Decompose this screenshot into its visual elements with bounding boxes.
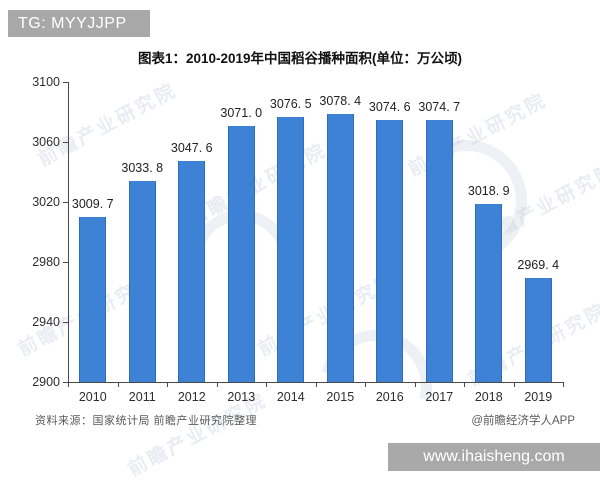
x-tick [464, 382, 465, 387]
y-tick-label: 3020 [32, 195, 60, 209]
y-tick-label: 3100 [32, 75, 60, 89]
x-tick-label-2010: 2010 [78, 390, 107, 404]
y-tick-label: 3060 [32, 135, 60, 149]
x-tick-label-2017: 2017 [425, 390, 454, 404]
y-tick [63, 82, 68, 83]
x-tick [563, 382, 564, 387]
x-tick [68, 382, 69, 387]
y-tick [63, 262, 68, 263]
y-tick-label: 2900 [32, 375, 60, 389]
value-label-2014: 3076. 5 [269, 97, 312, 112]
y-tick [63, 142, 68, 143]
bar-2010 [79, 217, 107, 382]
value-label-2012: 3047. 6 [170, 140, 213, 155]
x-tick-label-2016: 2016 [375, 390, 404, 404]
chart-title: 图表1：2010-2019年中国稻谷播种面积(单位：万公顷) [137, 51, 463, 66]
value-label-2019: 2969. 4 [517, 257, 560, 272]
y-tick [63, 382, 68, 383]
bar-2011 [128, 181, 156, 382]
value-label-2011: 3033. 8 [121, 161, 164, 176]
value-label-2016: 3074. 6 [368, 100, 411, 115]
website-url: www.ihaisheng.com [423, 448, 565, 465]
y-tick-label: 2980 [32, 255, 60, 269]
y-tick [63, 322, 68, 323]
x-tick-label-2014: 2014 [276, 390, 305, 404]
x-tick-label-2018: 2018 [474, 390, 503, 404]
x-tick [414, 382, 416, 387]
bar-2012 [178, 160, 206, 382]
y-axis [68, 82, 69, 382]
value-label-2017: 3074. 7 [418, 99, 461, 114]
website-bar: www.ihaisheng.com [388, 443, 600, 471]
x-tick-label-2015: 2015 [326, 390, 355, 404]
source-note: 资料来源：国家统计局 前瞻产业研究院整理 [35, 415, 258, 427]
bar-2019 [524, 277, 552, 382]
x-tick [513, 382, 515, 387]
x-tick-label-2013: 2013 [227, 390, 256, 404]
bar-2013 [227, 125, 255, 382]
credit-text: @前瞻经济学人APP [471, 415, 575, 427]
x-tick [216, 382, 218, 387]
x-tick [117, 382, 119, 387]
x-tick-label-2019: 2019 [524, 390, 553, 404]
y-tick-label: 2940 [32, 315, 60, 329]
value-label-2013: 3071. 0 [220, 105, 263, 120]
x-tick [315, 382, 317, 387]
x-tick-label-2012: 2012 [177, 390, 206, 404]
x-tick [365, 382, 366, 387]
value-label-2015: 3078. 4 [319, 94, 362, 109]
x-tick-label-2011: 2011 [128, 390, 156, 404]
bar-2016 [376, 120, 404, 382]
x-tick [167, 382, 168, 387]
tg-badge: TG: MYYJJPP [8, 10, 150, 37]
value-label-2018: 3018. 9 [467, 183, 510, 198]
bar-2014 [277, 117, 305, 382]
bar-2017 [425, 119, 453, 382]
x-tick [266, 382, 267, 387]
bar-2018 [475, 203, 503, 382]
value-label-2010: 3009. 7 [71, 197, 114, 212]
bar-2015 [326, 114, 354, 382]
y-tick [63, 202, 68, 203]
